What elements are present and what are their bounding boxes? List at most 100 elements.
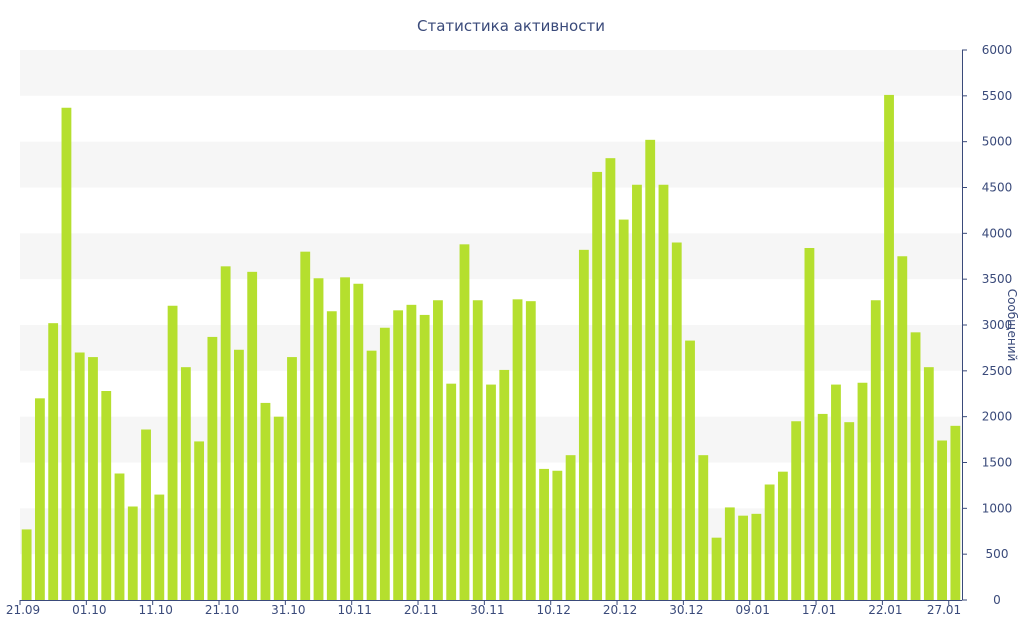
x-tick-label: 31.10 [271, 603, 305, 617]
bar [300, 251, 311, 601]
bar [565, 455, 576, 600]
bar [486, 384, 496, 600]
chart-title: Статистика активности [417, 17, 605, 35]
bar [884, 94, 894, 601]
bars-group [21, 94, 961, 601]
bar [950, 425, 961, 600]
grid-band [20, 141, 962, 188]
y-tick-label: 3000 [982, 318, 1013, 332]
bar [472, 300, 483, 600]
bar [685, 340, 695, 600]
bar [711, 537, 722, 600]
bar [167, 305, 178, 600]
bar [937, 440, 948, 600]
bar [34, 398, 45, 600]
bar [61, 107, 72, 600]
bar [910, 332, 921, 600]
bar [459, 244, 470, 600]
bar [552, 470, 563, 600]
bar [207, 336, 218, 600]
y-axis: 0 500 1000 1500 2000 2500 3000 3500 4000 4500 5000… [962, 43, 1012, 607]
bar [698, 455, 709, 600]
x-tick-label: 09.01 [736, 603, 770, 617]
bar [313, 278, 324, 600]
y-tick-label: 4500 [982, 181, 1013, 195]
y-tick-label: 2500 [982, 364, 1013, 378]
y-tick-label: 5000 [982, 135, 1013, 149]
bar [379, 327, 390, 600]
bar [578, 249, 589, 600]
bar [273, 416, 284, 600]
y-tick-label: 0 [993, 593, 1001, 607]
bar [618, 219, 629, 600]
bar [353, 283, 364, 600]
x-tick-label: 30.12 [669, 603, 703, 617]
bar [923, 367, 934, 600]
bar [260, 402, 271, 600]
bar [287, 357, 297, 600]
bar [764, 484, 775, 600]
grid-band [20, 233, 962, 280]
x-tick-label: 10.12 [537, 603, 571, 617]
bar [724, 507, 735, 600]
x-tick-label: 22.01 [868, 603, 902, 617]
bar [21, 529, 32, 600]
bar [844, 422, 855, 600]
bar [101, 391, 112, 600]
bar [817, 413, 828, 600]
bar [326, 311, 337, 600]
bar [804, 248, 815, 600]
y-tick-label: 4000 [982, 226, 1013, 240]
bar [857, 382, 868, 600]
x-tick-label: 10.11 [338, 603, 372, 617]
bar [605, 158, 616, 601]
bar [499, 369, 510, 600]
grid-band [20, 50, 962, 96]
bar [406, 304, 417, 600]
bar [247, 271, 258, 600]
x-tick-label: 20.11 [404, 603, 438, 617]
x-tick-label: 21.10 [205, 603, 239, 617]
bar [154, 494, 165, 600]
x-tick-label: 20.12 [603, 603, 637, 617]
bar [74, 352, 85, 600]
bar [658, 184, 669, 600]
bar [539, 468, 549, 600]
bar [831, 384, 841, 600]
bar [393, 310, 404, 600]
bar [180, 367, 191, 600]
bar [220, 266, 231, 600]
y-tick-label: 1500 [982, 456, 1013, 470]
bar [777, 471, 788, 600]
bar [194, 441, 205, 600]
bar [738, 515, 748, 600]
bar [88, 357, 98, 600]
bar [234, 349, 244, 600]
bar [897, 256, 908, 600]
bar [114, 473, 125, 600]
x-tick-label: 01.10 [72, 603, 106, 617]
y-tick-label: 5500 [982, 89, 1013, 103]
bar [525, 301, 536, 600]
x-axis: 21.09 01.10 11.10 21.10 31.10 10.11 20.11 30.11… [6, 600, 962, 617]
x-tick-label: 11.10 [138, 603, 172, 617]
y-axis-label: Сообщений [1005, 289, 1019, 362]
bar [632, 184, 642, 600]
bar [870, 300, 881, 600]
bar [433, 300, 443, 600]
bar [366, 350, 377, 600]
bar [127, 506, 138, 600]
bar [48, 323, 59, 600]
bar [645, 139, 656, 600]
bar [592, 171, 603, 601]
bar [751, 513, 762, 600]
bar [512, 299, 523, 600]
x-tick-label: 30.11 [470, 603, 504, 617]
y-tick-label: 500 [986, 547, 1009, 561]
bar [671, 242, 682, 600]
x-tick-label: 27.01 [927, 603, 961, 617]
y-tick-label: 2000 [982, 410, 1013, 424]
bar [141, 429, 151, 600]
x-tick-label: 17.01 [802, 603, 836, 617]
